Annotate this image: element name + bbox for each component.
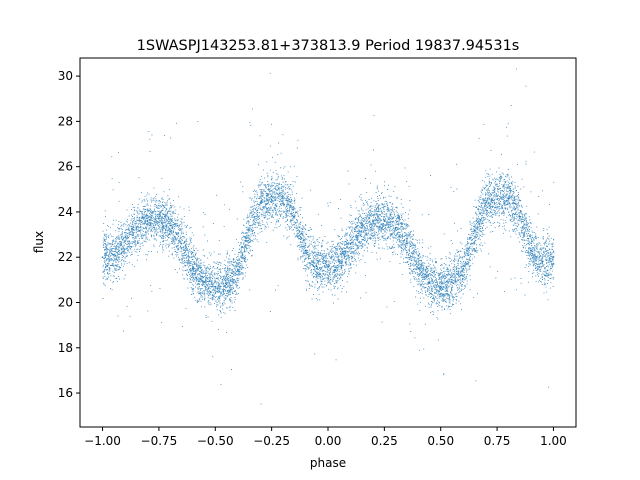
data-point bbox=[113, 254, 115, 256]
data-point bbox=[394, 226, 397, 229]
y-axis: 16 18 20 22 24 26 28 30 bbox=[58, 69, 80, 400]
data-point bbox=[158, 217, 160, 220]
data-point bbox=[485, 202, 487, 204]
data-point bbox=[361, 226, 363, 229]
y-tick-label: 30 bbox=[58, 69, 73, 83]
data-point bbox=[270, 195, 273, 197]
data-point bbox=[462, 267, 465, 270]
x-tick-label: 1.00 bbox=[540, 434, 567, 448]
x-axis: −1.00 −0.75 −0.50 −0.25 0.00 0.25 0.50 0.75 1.00 bbox=[84, 427, 567, 448]
y-tick-label: 22 bbox=[58, 250, 73, 264]
x-tick-label: −0.25 bbox=[253, 434, 290, 448]
data-point bbox=[146, 220, 149, 222]
data-point bbox=[282, 197, 284, 200]
data-point bbox=[225, 283, 228, 286]
data-point bbox=[530, 249, 532, 252]
x-tick-label: 0.50 bbox=[427, 434, 454, 448]
data-point bbox=[439, 285, 442, 288]
data-point bbox=[180, 242, 183, 245]
data-point bbox=[552, 256, 555, 259]
data-point bbox=[101, 256, 104, 259]
data-point bbox=[417, 267, 419, 270]
data-point bbox=[259, 202, 262, 204]
data-point bbox=[124, 240, 126, 243]
chart-title: 1SWASPJ143253.81+373813.9 Period 19837.9… bbox=[137, 38, 520, 54]
data-point bbox=[135, 226, 138, 229]
data-point bbox=[473, 229, 476, 231]
data-point bbox=[496, 195, 498, 197]
x-tick-label: 0.25 bbox=[371, 434, 398, 448]
y-tick-label: 24 bbox=[58, 205, 73, 219]
x-tick-label: 0.75 bbox=[484, 434, 511, 448]
x-tick-label: −0.75 bbox=[141, 434, 178, 448]
data-point bbox=[338, 260, 341, 263]
data-point bbox=[191, 267, 194, 270]
y-axis-label: flux bbox=[32, 231, 46, 253]
data-point bbox=[315, 265, 318, 268]
data-point bbox=[372, 220, 374, 222]
data-point bbox=[507, 197, 510, 200]
x-axis-label: phase bbox=[310, 456, 346, 470]
data-point bbox=[518, 215, 521, 218]
data-point bbox=[541, 260, 543, 263]
x-tick-label: −0.50 bbox=[197, 434, 234, 448]
data-point bbox=[451, 281, 453, 283]
data-point bbox=[203, 281, 205, 283]
y-tick-label: 20 bbox=[58, 295, 73, 309]
scatter-points bbox=[101, 68, 555, 405]
data-point bbox=[406, 242, 408, 245]
y-tick-label: 18 bbox=[58, 341, 73, 355]
y-tick-label: 26 bbox=[58, 160, 73, 174]
data-point bbox=[248, 229, 250, 231]
data-point bbox=[169, 224, 171, 227]
y-tick-label: 16 bbox=[58, 386, 73, 400]
x-tick-label: 0.00 bbox=[315, 434, 342, 448]
scatter-point-cloud bbox=[102, 68, 555, 405]
data-point bbox=[304, 249, 307, 252]
data-point bbox=[349, 242, 352, 245]
data-point bbox=[428, 281, 431, 283]
data-point bbox=[293, 215, 295, 218]
data-point bbox=[237, 269, 239, 272]
data-point bbox=[327, 265, 329, 268]
y-tick-label: 28 bbox=[58, 114, 73, 128]
data-point bbox=[214, 285, 217, 288]
data-point bbox=[383, 220, 386, 222]
x-tick-label: −1.00 bbox=[84, 434, 121, 448]
